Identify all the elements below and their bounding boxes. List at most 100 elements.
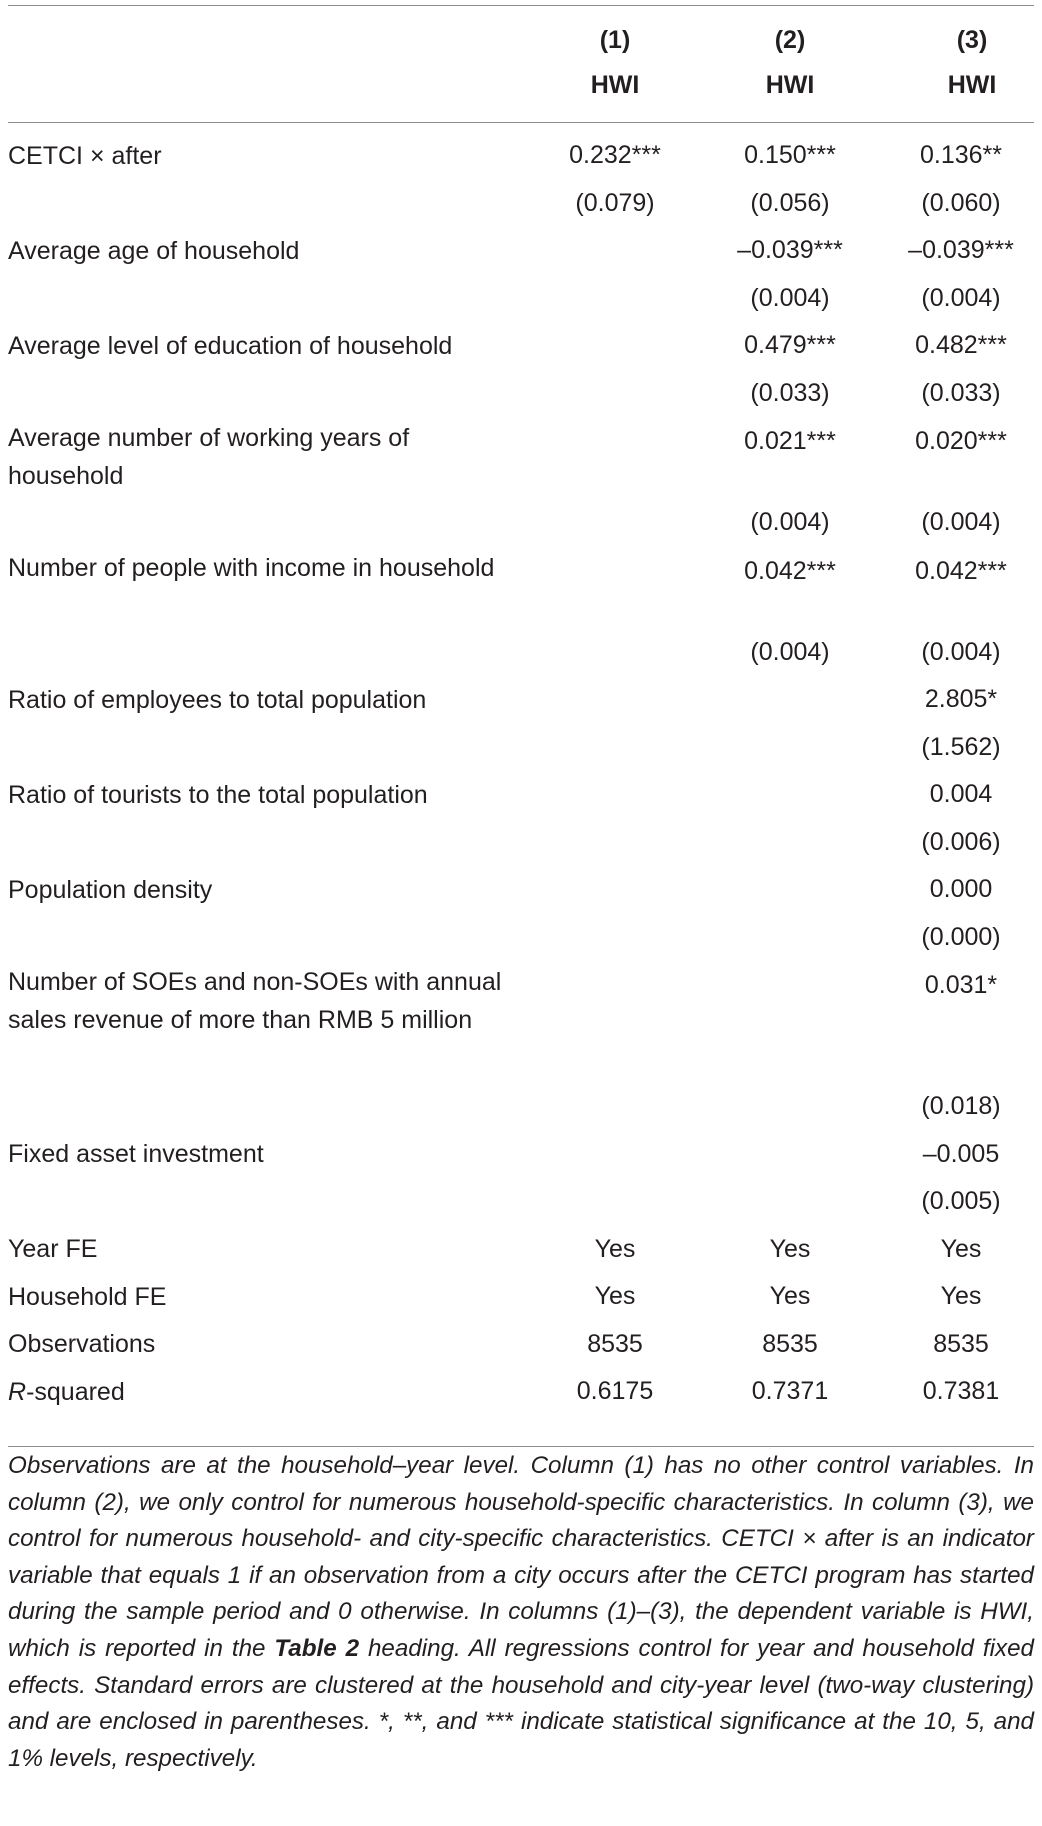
row-label: R-squared: [0, 1368, 530, 1416]
row-label: CETCI × after: [0, 132, 530, 180]
row-label: Year FE: [0, 1226, 530, 1274]
table-row: Year FE Yes Yes Yes: [0, 1226, 1042, 1274]
table-row: CETCI × after 0.232*** 0.150*** 0.136**: [0, 132, 1042, 180]
cell-col-1: [530, 914, 700, 962]
row-label: [0, 819, 530, 867]
cell-col-2: (0.033): [750, 378, 830, 407]
cell-col-1: Yes: [594, 1234, 636, 1263]
cell-col-3: 0.482***: [915, 331, 1007, 360]
cell-col-3: –0.005: [922, 1139, 1000, 1168]
table-row: Fixed asset investment –0.005: [0, 1131, 1042, 1179]
cell-col-1: [530, 1131, 700, 1179]
cell-col-2: 8535: [762, 1329, 818, 1358]
row-label-text: Number of people with income in househol…: [8, 553, 495, 582]
cell-col-2: [700, 1083, 880, 1131]
cell-col-1: 8535: [587, 1329, 643, 1358]
cell-col-1: [530, 961, 700, 1083]
cell-col-3: (0.060): [921, 188, 1001, 217]
cell-col-1: [530, 322, 700, 370]
top-rule: [8, 5, 1034, 6]
row-label: Average number of working years of house…: [0, 417, 530, 499]
cell-col-2: 0.150***: [744, 141, 836, 170]
cell-col-1: [530, 819, 700, 867]
cell-col-1: [530, 866, 700, 914]
table-row: (0.006): [0, 819, 1042, 867]
table-row: (1.562): [0, 724, 1042, 772]
cell-col-1: 0.232***: [569, 141, 661, 170]
column-header-3: (3) HWI: [922, 18, 1022, 108]
row-label-text: Ratio of employees to total population: [8, 685, 427, 714]
cell-col-3: 2.805*: [924, 685, 998, 714]
cell-col-3: (0.000): [921, 922, 1001, 951]
row-label-text: CETCI × after: [8, 141, 162, 170]
row-label: Average level of education of household: [0, 322, 530, 370]
column-dependent-variable: HWI: [765, 71, 815, 99]
row-label-text: Observations: [8, 1330, 156, 1359]
cell-col-1: [530, 547, 700, 629]
row-label: [0, 370, 530, 418]
row-label: Average age of household: [0, 227, 530, 275]
table-reference-link[interactable]: Table 2: [274, 1634, 360, 1662]
column-dependent-variable: HWI: [947, 71, 997, 99]
cell-col-3: 0.020***: [915, 427, 1007, 455]
cell-col-1: Yes: [594, 1282, 636, 1311]
column-header-1: (1) HWI: [565, 18, 665, 108]
column-number: (3): [956, 26, 988, 54]
row-label: Ratio of tourists to the total populatio…: [0, 771, 530, 819]
cell-col-2: [700, 914, 880, 962]
cell-col-3: 0.031*: [924, 971, 998, 999]
column-dependent-variable: HWI: [590, 71, 640, 99]
cell-col-1: 0.6175: [576, 1377, 654, 1406]
row-label-text: Number of SOEs and non-SOEs with annual …: [8, 968, 502, 1034]
row-label-text: Ratio of tourists to the total populatio…: [8, 780, 428, 809]
row-label: [0, 1083, 530, 1131]
cell-col-1: [530, 629, 700, 677]
row-label-text: Household FE: [8, 1282, 167, 1311]
cell-col-2: (0.004): [750, 637, 830, 666]
cell-col-2: (0.056): [750, 188, 830, 217]
cell-col-1: [530, 227, 700, 275]
footnote-text: Observations are at the household–year l…: [8, 1452, 1034, 1662]
cell-col-3: (0.004): [921, 508, 1001, 537]
row-label: [0, 629, 530, 677]
table-row: R-squared 0.6175 0.7371 0.7381: [0, 1368, 1042, 1416]
cell-col-1: [530, 370, 700, 418]
row-label-text: Year FE: [8, 1235, 98, 1264]
cell-col-1: [530, 417, 700, 499]
cell-col-1: (0.079): [575, 188, 655, 217]
footnote-text-end: heading. All regressions control for yea…: [8, 1634, 1035, 1772]
cell-col-3: 0.042***: [915, 556, 1007, 585]
cell-col-1: [530, 1083, 700, 1131]
row-label: Fixed asset investment: [0, 1131, 530, 1179]
table-row: (0.004) (0.004): [0, 275, 1042, 323]
cell-col-3: 0.7381: [922, 1377, 1000, 1406]
cell-col-1: [530, 771, 700, 819]
header-rule: [8, 122, 1034, 123]
cell-col-2: –0.039***: [737, 236, 843, 265]
table-row: (0.004) (0.004): [0, 499, 1042, 547]
row-label: Number of SOEs and non-SOEs with annual …: [0, 961, 530, 1083]
row-label: Ratio of employees to total population: [0, 676, 530, 724]
cell-col-2: [700, 819, 880, 867]
cell-col-3: (0.033): [921, 378, 1001, 407]
cell-col-3: –0.039***: [908, 236, 1014, 265]
row-label-text: Average number of working years of house…: [8, 424, 410, 490]
table-row: Population density 0.000: [0, 866, 1042, 914]
cell-col-1: [530, 275, 700, 323]
cell-col-1: [530, 724, 700, 772]
cell-col-2: [700, 676, 880, 724]
cell-col-1: [530, 1178, 700, 1226]
regression-table-body: CETCI × after 0.232*** 0.150*** 0.136** (0.0…: [0, 132, 1042, 1416]
row-label-text: Fixed asset investment: [8, 1140, 264, 1169]
table-row: Ratio of employees to total population 2.…: [0, 676, 1042, 724]
row-label: Household FE: [0, 1273, 530, 1321]
table-row: (0.005): [0, 1178, 1042, 1226]
cell-col-1: [530, 676, 700, 724]
row-label: Number of people with income in househol…: [0, 547, 530, 629]
cell-col-3: Yes: [940, 1234, 982, 1263]
cell-col-3: 8535: [933, 1329, 989, 1358]
cell-col-2: 0.479***: [744, 331, 836, 360]
table-row: Average number of working years of house…: [0, 417, 1042, 499]
table-footnote: Observations are at the household–year l…: [8, 1448, 1034, 1777]
row-label-italic: R: [8, 1377, 27, 1406]
